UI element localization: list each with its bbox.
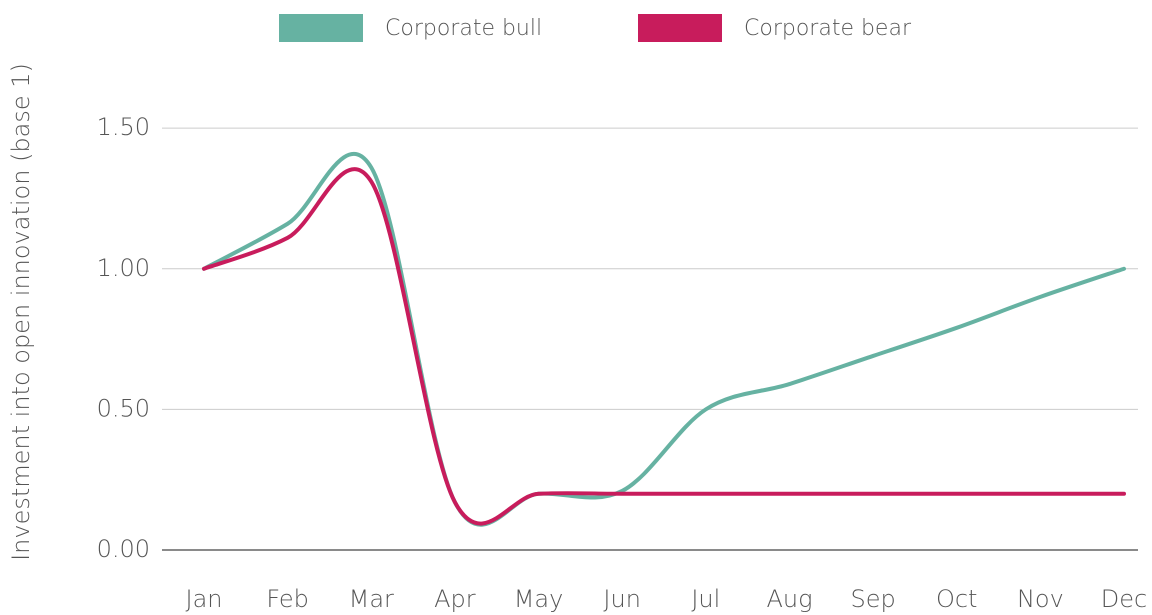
x-tick-label: Apr — [434, 585, 476, 613]
y-tick-label: 1.50 — [97, 113, 150, 141]
y-tick-label: 0.50 — [97, 394, 150, 422]
x-tick-label: Dec — [1101, 585, 1147, 613]
legend-swatch — [638, 14, 722, 42]
series-line — [202, 167, 1126, 526]
x-tick-label: Mar — [349, 585, 394, 613]
x-tick-label: Sep — [850, 585, 895, 613]
x-tick-label: Jul — [691, 585, 720, 613]
x-tick-label: Jan — [186, 585, 223, 613]
legend-swatch — [279, 14, 363, 42]
legend-label: Corporate bull — [385, 16, 542, 41]
y-axis-label: Investment into open innovation (base 1) — [7, 63, 35, 561]
x-tick-label: Nov — [1017, 585, 1064, 613]
x-tick-label: May — [514, 585, 564, 613]
x-tick-label: Jun — [603, 585, 641, 613]
series-line — [202, 151, 1126, 527]
y-tick-label: 0.00 — [97, 535, 150, 563]
y-tick-label: 1.00 — [97, 254, 150, 282]
x-tick-label: Oct — [936, 585, 978, 613]
x-tick-label: Feb — [266, 585, 309, 613]
x-tick-label: Aug — [766, 585, 812, 613]
legend-label: Corporate bear — [744, 16, 912, 41]
